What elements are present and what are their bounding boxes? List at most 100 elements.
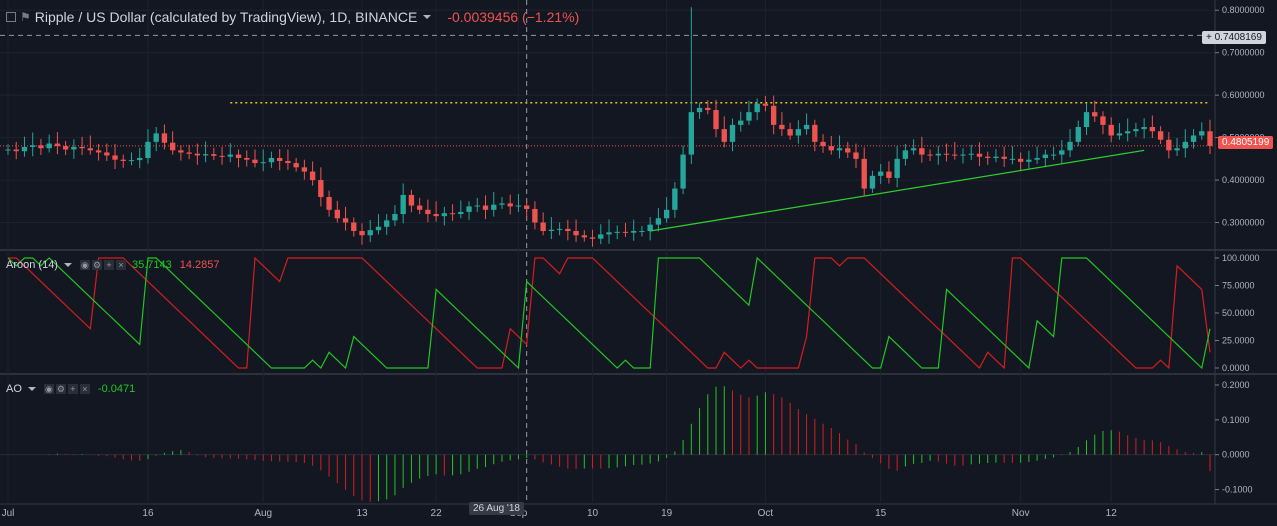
candle[interactable]	[458, 211, 464, 215]
candle[interactable]	[836, 148, 843, 151]
candle[interactable]	[565, 228, 571, 232]
close-icon[interactable]: ×	[79, 384, 90, 394]
candle[interactable]	[433, 214, 439, 217]
settings-icon[interactable]: ⚙	[91, 260, 102, 270]
candle[interactable]	[598, 234, 604, 239]
candle[interactable]	[1124, 131, 1131, 134]
candle[interactable]	[5, 149, 11, 151]
symbol-title[interactable]: Ripple / US Dollar (calculated by Tradin…	[34, 9, 418, 25]
candle[interactable]	[244, 157, 250, 160]
candle[interactable]	[491, 204, 497, 210]
plus-icon[interactable]: +	[1206, 32, 1215, 43]
candle[interactable]	[71, 146, 77, 150]
candle[interactable]	[400, 194, 406, 215]
candle[interactable]	[910, 148, 917, 151]
candle[interactable]	[721, 129, 727, 142]
candle[interactable]	[95, 150, 102, 153]
candle[interactable]	[548, 229, 555, 232]
trendline[interactable]	[650, 149, 1145, 232]
candle[interactable]	[342, 218, 349, 223]
candle[interactable]	[351, 222, 357, 232]
candle[interactable]	[104, 152, 110, 156]
candle[interactable]	[178, 150, 184, 153]
candle[interactable]	[120, 159, 126, 161]
candle[interactable]	[606, 232, 612, 235]
candle[interactable]	[318, 180, 324, 198]
candle[interactable]	[795, 129, 802, 136]
candle[interactable]	[1075, 127, 1081, 142]
candle[interactable]	[523, 205, 530, 209]
candle[interactable]	[186, 152, 192, 154]
candle[interactable]	[754, 103, 760, 113]
candle[interactable]	[770, 105, 777, 125]
candle[interactable]	[441, 213, 448, 217]
candle[interactable]	[968, 153, 974, 155]
candle[interactable]	[87, 148, 94, 151]
candle[interactable]	[1050, 154, 1057, 156]
candle[interactable]	[688, 112, 695, 155]
candle[interactable]	[1034, 157, 1040, 160]
candle[interactable]	[556, 228, 563, 230]
eye-icon[interactable]: ◉	[79, 260, 90, 270]
price-pane[interactable]	[0, 0, 1215, 504]
candle[interactable]	[655, 218, 662, 225]
candle[interactable]	[746, 112, 752, 121]
candle[interactable]	[540, 222, 546, 232]
candle[interactable]	[293, 163, 299, 168]
candle[interactable]	[779, 124, 785, 130]
candle[interactable]	[112, 155, 118, 160]
candle[interactable]	[1207, 131, 1213, 146]
candle[interactable]	[285, 160, 291, 164]
candle[interactable]	[812, 124, 818, 142]
candle[interactable]	[1133, 129, 1139, 132]
candle[interactable]	[1166, 139, 1172, 151]
candle[interactable]	[639, 231, 645, 233]
candle[interactable]	[631, 231, 637, 233]
candle[interactable]	[878, 171, 884, 176]
candle[interactable]	[861, 158, 867, 189]
collapse-icon[interactable]	[6, 12, 16, 22]
eye-icon[interactable]: ◉	[43, 384, 54, 394]
candle[interactable]	[301, 167, 308, 172]
candle[interactable]	[334, 209, 340, 219]
candle[interactable]	[803, 124, 810, 130]
candle[interactable]	[235, 154, 242, 158]
candle[interactable]	[993, 156, 999, 158]
candle[interactable]	[62, 146, 69, 150]
candle[interactable]	[1092, 112, 1098, 117]
chevron-down-icon[interactable]	[63, 263, 72, 267]
candle[interactable]	[672, 188, 678, 210]
candle[interactable]	[1199, 131, 1205, 136]
candle[interactable]	[277, 157, 283, 161]
candle[interactable]	[153, 133, 159, 142]
candle[interactable]	[960, 154, 966, 156]
candle[interactable]	[762, 103, 769, 106]
candle[interactable]	[46, 143, 52, 149]
candle[interactable]	[145, 141, 151, 158]
candle[interactable]	[787, 129, 793, 136]
candle[interactable]	[976, 153, 983, 157]
candle[interactable]	[466, 206, 472, 212]
candle[interactable]	[952, 154, 958, 156]
candle[interactable]	[38, 145, 44, 149]
candle[interactable]	[943, 153, 950, 155]
chevron-down-icon[interactable]	[27, 387, 36, 391]
candle[interactable]	[211, 154, 217, 156]
candle[interactable]	[161, 133, 168, 143]
candle[interactable]	[1100, 116, 1106, 125]
settings-icon[interactable]: ⚙	[55, 384, 66, 394]
candle[interactable]	[79, 146, 85, 149]
candle[interactable]	[927, 154, 933, 156]
candle[interactable]	[573, 231, 579, 236]
candle[interactable]	[886, 171, 892, 178]
candle[interactable]	[1174, 148, 1180, 151]
candle[interactable]	[219, 155, 225, 157]
candle[interactable]	[663, 209, 670, 219]
chevron-down-icon[interactable]	[423, 15, 432, 19]
candle[interactable]	[647, 224, 653, 232]
candle[interactable]	[828, 146, 834, 151]
candle[interactable]	[738, 120, 744, 125]
candle[interactable]	[1017, 158, 1024, 162]
candle[interactable]	[589, 237, 596, 239]
